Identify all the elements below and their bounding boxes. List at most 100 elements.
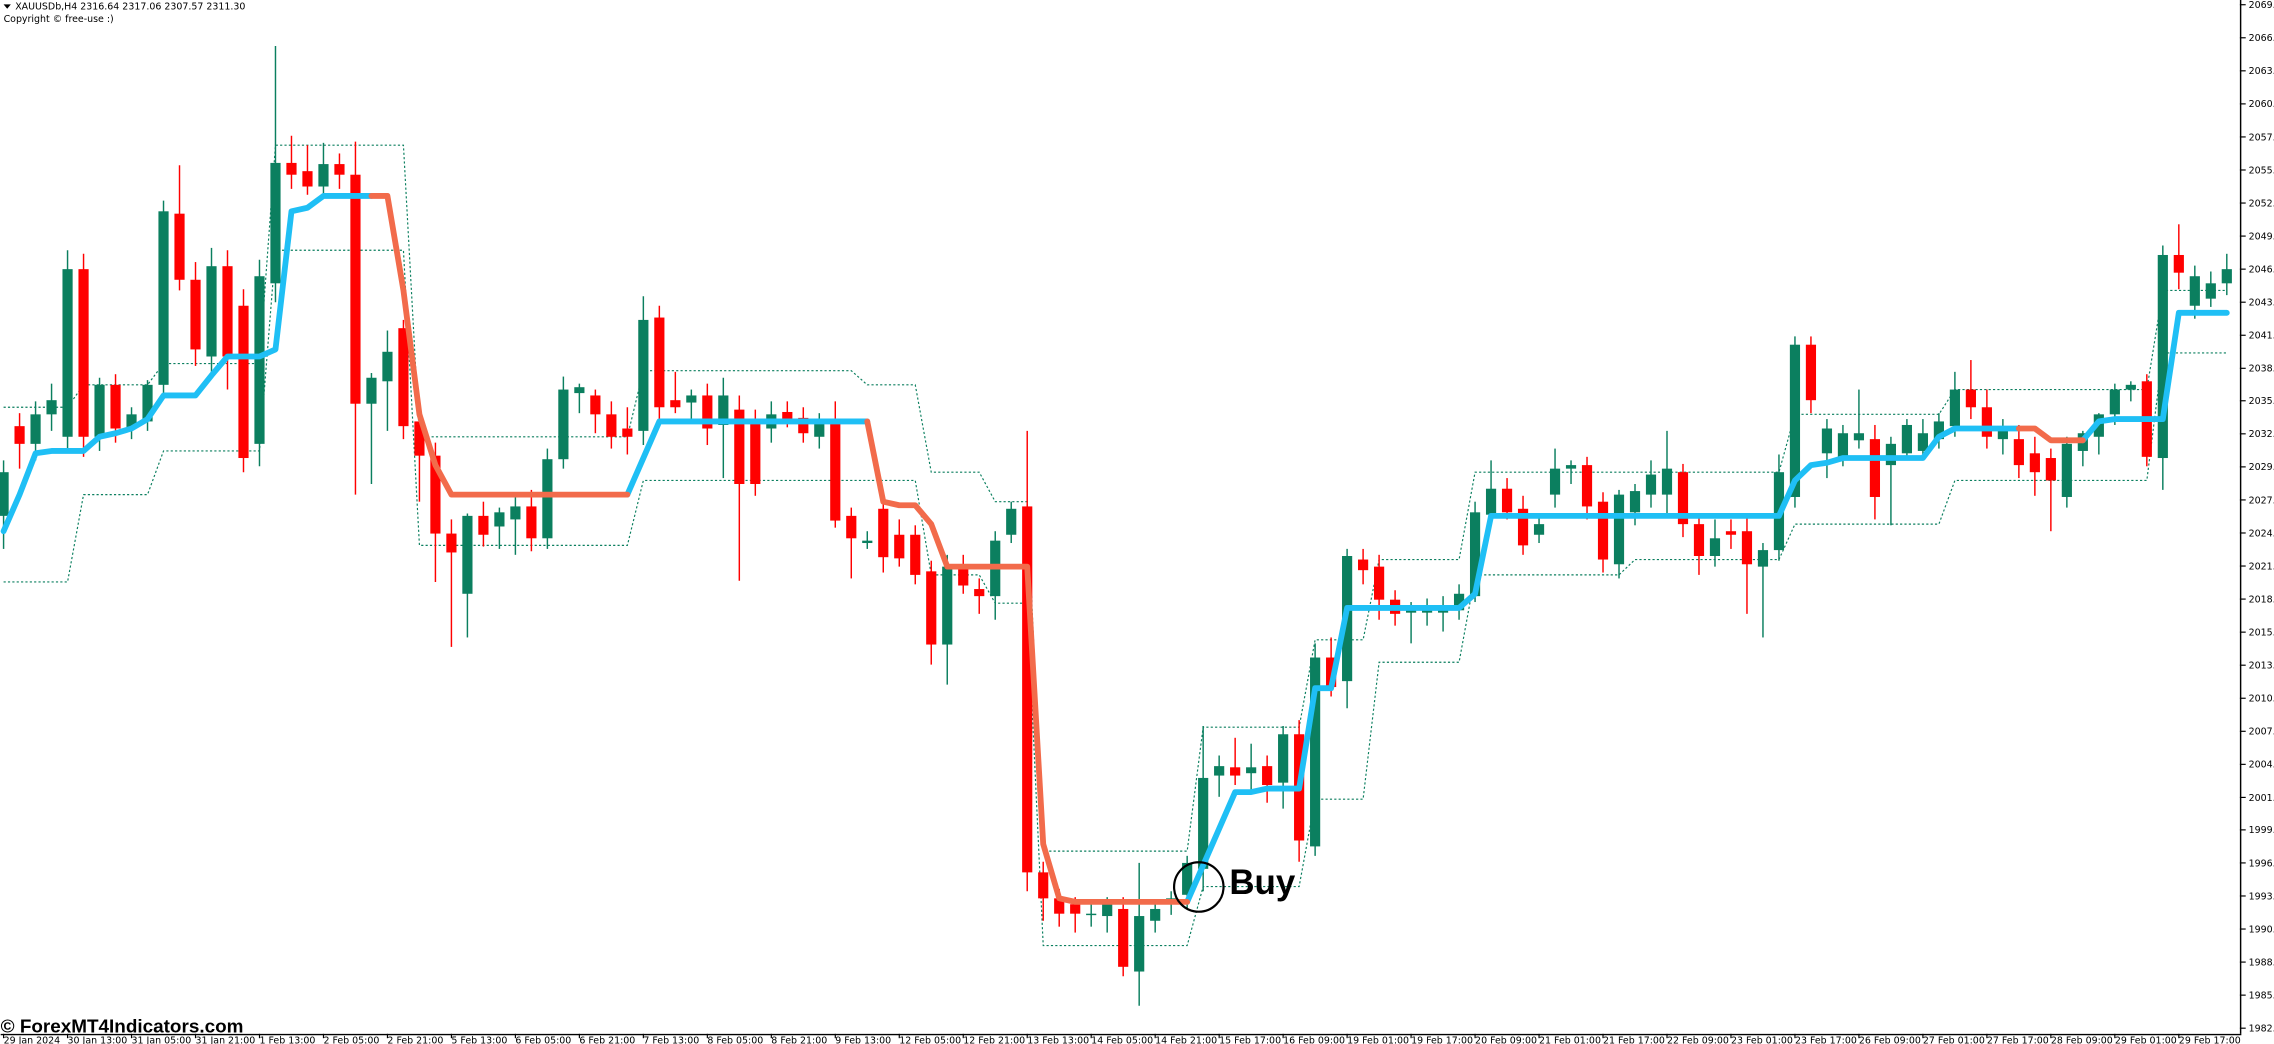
x-tick-label: 2 Feb 05:00 [323,1035,379,1044]
candle-body [206,266,217,357]
candle-body [1725,531,1737,535]
y-tick-label: 2046.70 [2249,264,2274,275]
y-tick-label: 2066.30 [2249,33,2274,44]
candle-body [78,269,89,437]
candle-body [1661,468,1673,495]
x-tick-label: 6 Feb 05:00 [515,1035,571,1044]
candle-body [190,279,201,350]
y-tick-label: 2043.90 [2249,298,2274,309]
candle-body [1965,389,1976,408]
x-tick-label: 31 Jan 05:00 [132,1035,192,1044]
candle-body [958,566,969,586]
trend-line [0,193,375,535]
y-tick-label: 1985.20 [2249,990,2274,1001]
x-tick-label: 14 Feb 21:00 [1155,1035,1217,1044]
x-tick-label: 30 Jan 13:00 [68,1035,128,1044]
y-tick-label: 2021.55 [2249,561,2274,572]
y-tick-label: 2015.95 [2249,627,2274,638]
y-tick-label: 2004.75 [2249,760,2274,771]
x-tick-label: 14 Feb 05:00 [1091,1035,1153,1044]
y-tick-label: 2069.10 [2249,0,2274,11]
candle-body [2173,254,2184,273]
candle-body [1358,559,1369,571]
candle-body [350,174,361,404]
x-tick-label: 12 Feb 21:00 [963,1035,1025,1044]
y-tick-label: 2013.15 [2249,661,2274,672]
candle-body [590,395,601,415]
x-tick-label: 2 Feb 21:00 [387,1035,443,1044]
candle-body [1533,524,1545,535]
x-tick-label: 7 Feb 13:00 [643,1035,699,1044]
y-tick-label: 2007.55 [2249,727,2274,738]
y-tick-label: 2024.35 [2249,528,2274,539]
x-tick-label: 31 Jan 21:00 [196,1035,256,1044]
candle-body [1118,908,1129,967]
x-tick-label: 5 Feb 13:00 [451,1035,507,1044]
x-tick-label: 13 Feb 13:00 [1027,1035,1089,1044]
candle-body [222,266,233,357]
candle-body [670,400,681,408]
candle-body [830,420,841,521]
candle-body [1885,443,1897,466]
candle-body [1038,872,1049,899]
candle-body [2189,276,2200,306]
trend-line [624,418,871,498]
candle-body [1677,472,1689,525]
candle-body [1022,506,1033,873]
trend-line [864,418,1191,905]
candle-body [238,305,249,459]
candle-body [1805,344,1817,401]
band-line [3,249,2227,947]
x-tick-label: 20 Feb 09:00 [1475,1035,1537,1044]
candle-body [798,417,809,434]
candle-body [1086,913,1097,916]
candle-body [462,515,473,594]
candle-body [1150,908,1161,921]
candle-body [686,395,697,403]
x-tick-label: 23 Feb 01:00 [1731,1035,1793,1044]
candle-body [1453,593,1465,611]
candle-body [94,384,105,437]
candle-body [718,395,729,425]
candle-body [846,515,857,539]
candle-body [254,276,265,444]
x-tick-label: 6 Feb 21:00 [579,1035,635,1044]
y-tick-label: 2049.50 [2249,231,2274,242]
y-tick-label: 2038.30 [2249,364,2274,375]
candle-body [110,384,121,429]
x-tick-label: 16 Feb 09:00 [1283,1035,1345,1044]
candle-body [1102,904,1113,917]
y-tick-label: 1999.20 [2249,825,2274,836]
candle-body [1278,734,1289,783]
candle-body [14,426,25,444]
candle-body [414,421,425,456]
y-tick-label: 2027.15 [2249,495,2274,506]
candle-body [0,472,9,516]
x-tick-label: 8 Feb 05:00 [707,1035,763,1044]
candle-body [446,533,457,553]
candle-body [814,421,825,437]
y-tick-label: 1990.80 [2249,924,2274,935]
candle-body [2109,389,2120,415]
candle-body [1054,898,1065,914]
candle-body [1981,407,1992,437]
candle-body [942,566,953,645]
x-tick-label: 27 Feb 17:00 [1987,1035,2049,1044]
candle-body [1997,428,2008,440]
candle-body [318,164,329,187]
candle-body [1853,433,1865,441]
candle-body [286,162,297,175]
candle-body [734,409,745,484]
candle-body [1262,766,1273,786]
candle-body [1214,766,1225,776]
candle-body [1501,488,1513,513]
y-tick-label: 2032.75 [2249,429,2274,440]
y-tick-label: 2052.30 [2249,198,2274,209]
y-tick-label: 2029.95 [2249,462,2274,473]
candle-body [1517,508,1529,546]
candle-body [1629,491,1641,513]
x-tick-label: 19 Feb 01:00 [1347,1035,1409,1044]
candle-body [1246,767,1257,774]
